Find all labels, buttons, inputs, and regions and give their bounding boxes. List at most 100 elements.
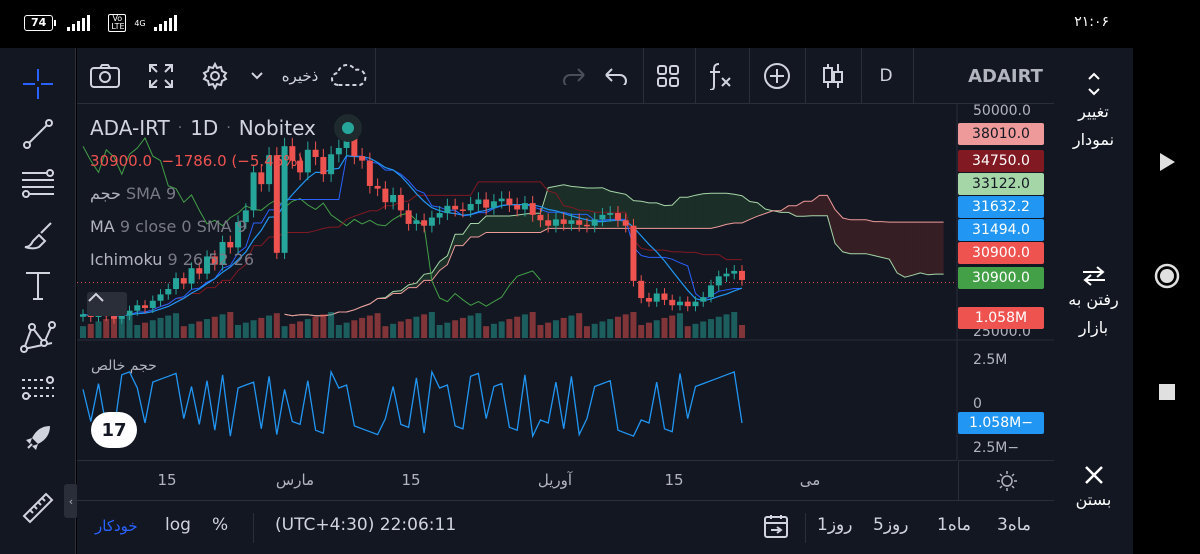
timezone-button[interactable]: (UTC+4:30) 22:06:11 (275, 515, 457, 535)
swap-arrows-icon (1082, 266, 1105, 286)
chevron-up-icon (88, 292, 104, 302)
ichimoku-cloud (858, 219, 867, 254)
indicator-ma[interactable]: MA 9 close 0 SMA 9 (90, 217, 362, 236)
fullscreen-icon[interactable] (133, 48, 189, 104)
chart-settings-button[interactable] (958, 460, 1054, 500)
indicator-ichimoku[interactable]: Ichimoku 9 26 52 26 (90, 250, 362, 269)
fib-retracement-icon[interactable] (0, 160, 76, 208)
chevron-down-icon[interactable] (243, 48, 271, 104)
price-axis-tag: 31494.0 (958, 219, 1044, 241)
candle-body (281, 146, 288, 253)
candle-body (614, 213, 621, 221)
crosshair-icon[interactable] (0, 60, 76, 108)
candle-body (475, 199, 482, 205)
volume-bar (196, 321, 203, 338)
candle-body (289, 146, 296, 161)
go-to-market-button[interactable]: رفتن به بازار (1054, 266, 1133, 342)
sun-settings-icon (996, 470, 1017, 491)
volume-bar (568, 315, 575, 338)
volume-bar (599, 321, 606, 338)
ichimoku-cloud (478, 215, 487, 238)
market-status-icon[interactable] (333, 114, 362, 142)
volume-bar (103, 319, 110, 338)
save-button[interactable]: ذخیره (273, 48, 327, 104)
candle-body (436, 213, 443, 218)
undo-icon[interactable] (595, 48, 637, 104)
recents-square-icon[interactable] (1147, 372, 1187, 412)
time-tick: می (799, 471, 821, 489)
volume-bar (95, 321, 102, 338)
candle-body (235, 222, 242, 248)
log-scale-button[interactable]: log (165, 515, 191, 535)
candle-body (676, 301, 683, 306)
pattern-icon[interactable] (0, 314, 76, 362)
indicators-fx-icon[interactable] (697, 48, 743, 104)
auto-scale-button[interactable]: خودکار (95, 517, 138, 535)
add-plus-icon[interactable] (751, 48, 803, 104)
range-1d-button[interactable]: 1روز (817, 515, 853, 535)
prediction-icon[interactable] (0, 364, 76, 412)
home-circle-icon[interactable] (1147, 256, 1187, 296)
range-3m-button[interactable]: 3ماه (997, 515, 1032, 535)
volume-bar (545, 322, 552, 338)
range-1m-button[interactable]: 1ماه (937, 515, 972, 535)
candle-body (545, 220, 552, 226)
rocket-icon[interactable] (0, 414, 76, 462)
ichimoku-cloud (501, 215, 510, 233)
drawing-toolbar: ‹ (0, 48, 78, 554)
volume-bar (537, 325, 544, 338)
settings-gear-icon[interactable] (189, 48, 241, 104)
change-chart-button[interactable]: تغییر نمودار (1054, 70, 1133, 154)
ichimoku-cloud (439, 255, 448, 271)
time-axis[interactable]: 15 مارس 15 آوریل 15 می (77, 460, 957, 500)
symbol-button[interactable]: ADAIRT (957, 48, 1054, 104)
range-5d-button[interactable]: 5روز (873, 515, 909, 535)
ichimoku-cloud (819, 195, 828, 216)
ichimoku-cloud (873, 221, 882, 258)
ichimoku-cloud (842, 218, 851, 254)
brush-icon[interactable] (0, 212, 76, 260)
calendar-goto-icon[interactable] (763, 513, 789, 544)
percent-scale-button[interactable]: % (212, 515, 229, 535)
candle-body (529, 203, 536, 215)
signal-icon-2 (153, 15, 177, 31)
text-tool-icon[interactable] (0, 262, 76, 310)
price-axis-tag: 38010.0 (958, 123, 1044, 145)
indicator-volume-label: حجم (90, 184, 121, 203)
chart-area[interactable]: ADA-IRT · 1D · Nobitex 30900.0 −1786.0 (… (77, 103, 1054, 500)
ichimoku-cloud (726, 193, 735, 225)
candle-body (111, 316, 118, 319)
candles-icon[interactable] (807, 48, 859, 104)
chart-canvas[interactable] (77, 104, 1054, 460)
interval-button[interactable]: D (863, 48, 909, 104)
camera-icon[interactable] (77, 48, 133, 104)
candle-body (731, 270, 738, 274)
net-volume-axis-bottom: 2.5M− (973, 440, 1020, 456)
layout-grid-icon[interactable] (645, 48, 691, 104)
back-triangle-icon[interactable] (1147, 142, 1187, 182)
candle-body (638, 280, 645, 299)
ichimoku-cloud (804, 201, 812, 217)
candle-body (118, 315, 125, 319)
collapse-legend-button[interactable] (87, 292, 127, 316)
redo-icon[interactable] (553, 48, 595, 104)
ruler-icon[interactable] (0, 484, 76, 532)
candle-body (250, 172, 257, 211)
candle-body (297, 160, 304, 173)
candle-body (560, 219, 567, 224)
cloud-icon[interactable] (327, 48, 371, 104)
signal-icon (67, 15, 91, 31)
close-button[interactable]: بستن (1054, 464, 1133, 514)
bottom-toolbar: خودکار log % (UTC+4:30) 22:06:11 1روز 5ر… (77, 500, 1054, 554)
candle-body (707, 285, 714, 298)
legend-symbol: ADA-IRT (90, 116, 170, 140)
candle-body (459, 209, 466, 211)
tradingview-logo[interactable]: 17 (91, 412, 137, 448)
ichimoku-cloud (920, 222, 929, 275)
candle-body (583, 224, 590, 227)
candle-body (645, 298, 652, 302)
right-panel: تغییر نمودار رفتن به بازار بستن (1054, 48, 1133, 554)
chevron-left-icon[interactable]: ‹ (64, 484, 78, 518)
trend-line-icon[interactable] (0, 110, 76, 158)
indicator-volume[interactable]: حجم SMA 9 (90, 184, 362, 203)
